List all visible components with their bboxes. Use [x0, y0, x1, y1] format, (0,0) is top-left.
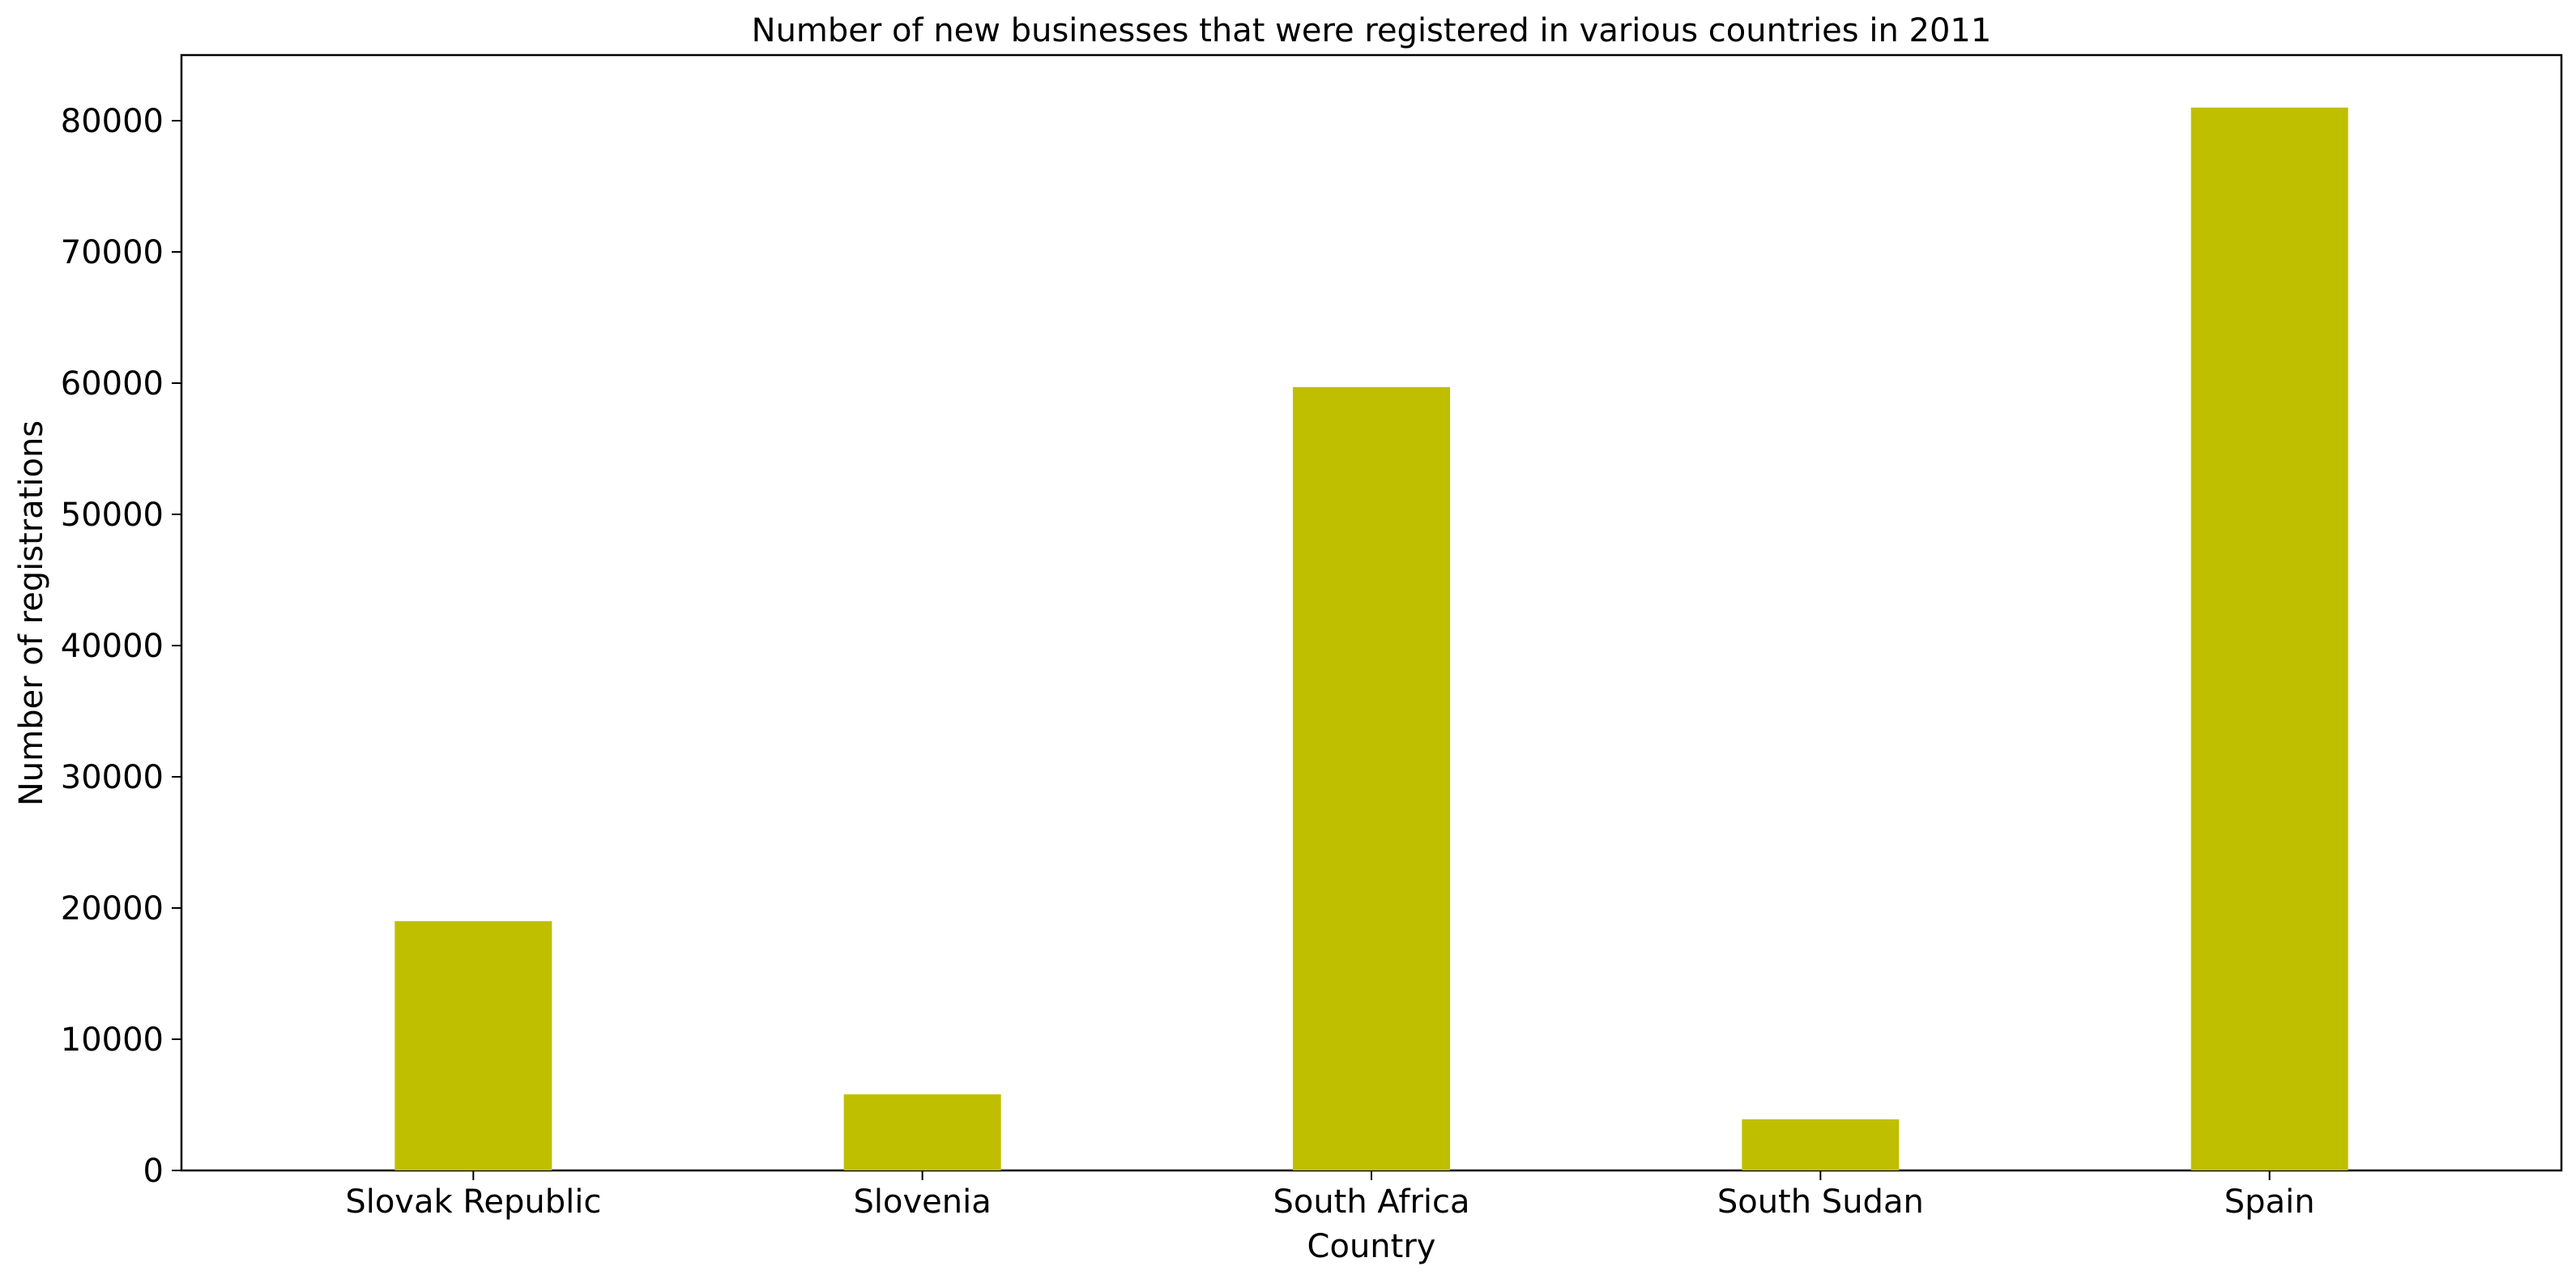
- bar-spain: [2190, 107, 2348, 1170]
- y-tick-label: 50000: [61, 497, 164, 534]
- x-tick-label: Slovenia: [854, 1183, 992, 1221]
- y-axis-ticks: 0 10000 20000 30000 40000 50000 60000 70000 8000…: [61, 103, 181, 1190]
- y-tick-label: 80000: [61, 103, 164, 140]
- y-tick-label: 20000: [61, 890, 164, 927]
- x-axis-title: Country: [1307, 1228, 1436, 1265]
- bar-south-sudan: [1742, 1119, 1900, 1170]
- x-axis-ticks: Slovak Republic Slovenia South Africa South…: [345, 1170, 2315, 1221]
- y-tick-label: 40000: [61, 628, 164, 665]
- y-axis-title: Number of registrations: [13, 420, 50, 806]
- y-tick-label: 10000: [61, 1021, 164, 1059]
- y-tick-label: 70000: [61, 234, 164, 271]
- x-tick-label: South Africa: [1273, 1183, 1469, 1221]
- x-tick-label: Spain: [2224, 1183, 2315, 1221]
- y-tick-label: 60000: [61, 365, 164, 403]
- x-tick-label: South Sudan: [1717, 1183, 1924, 1221]
- bar-slovak-republic: [395, 921, 552, 1170]
- chart-title: Number of new businesses that were regis…: [752, 12, 1992, 49]
- y-tick-label: 0: [143, 1153, 164, 1190]
- bars-group: [395, 107, 2348, 1170]
- x-tick-label: Slovak Republic: [345, 1183, 601, 1221]
- bar-slovenia: [843, 1094, 1001, 1170]
- y-tick-label: 30000: [61, 759, 164, 796]
- bar-south-africa: [1292, 386, 1451, 1170]
